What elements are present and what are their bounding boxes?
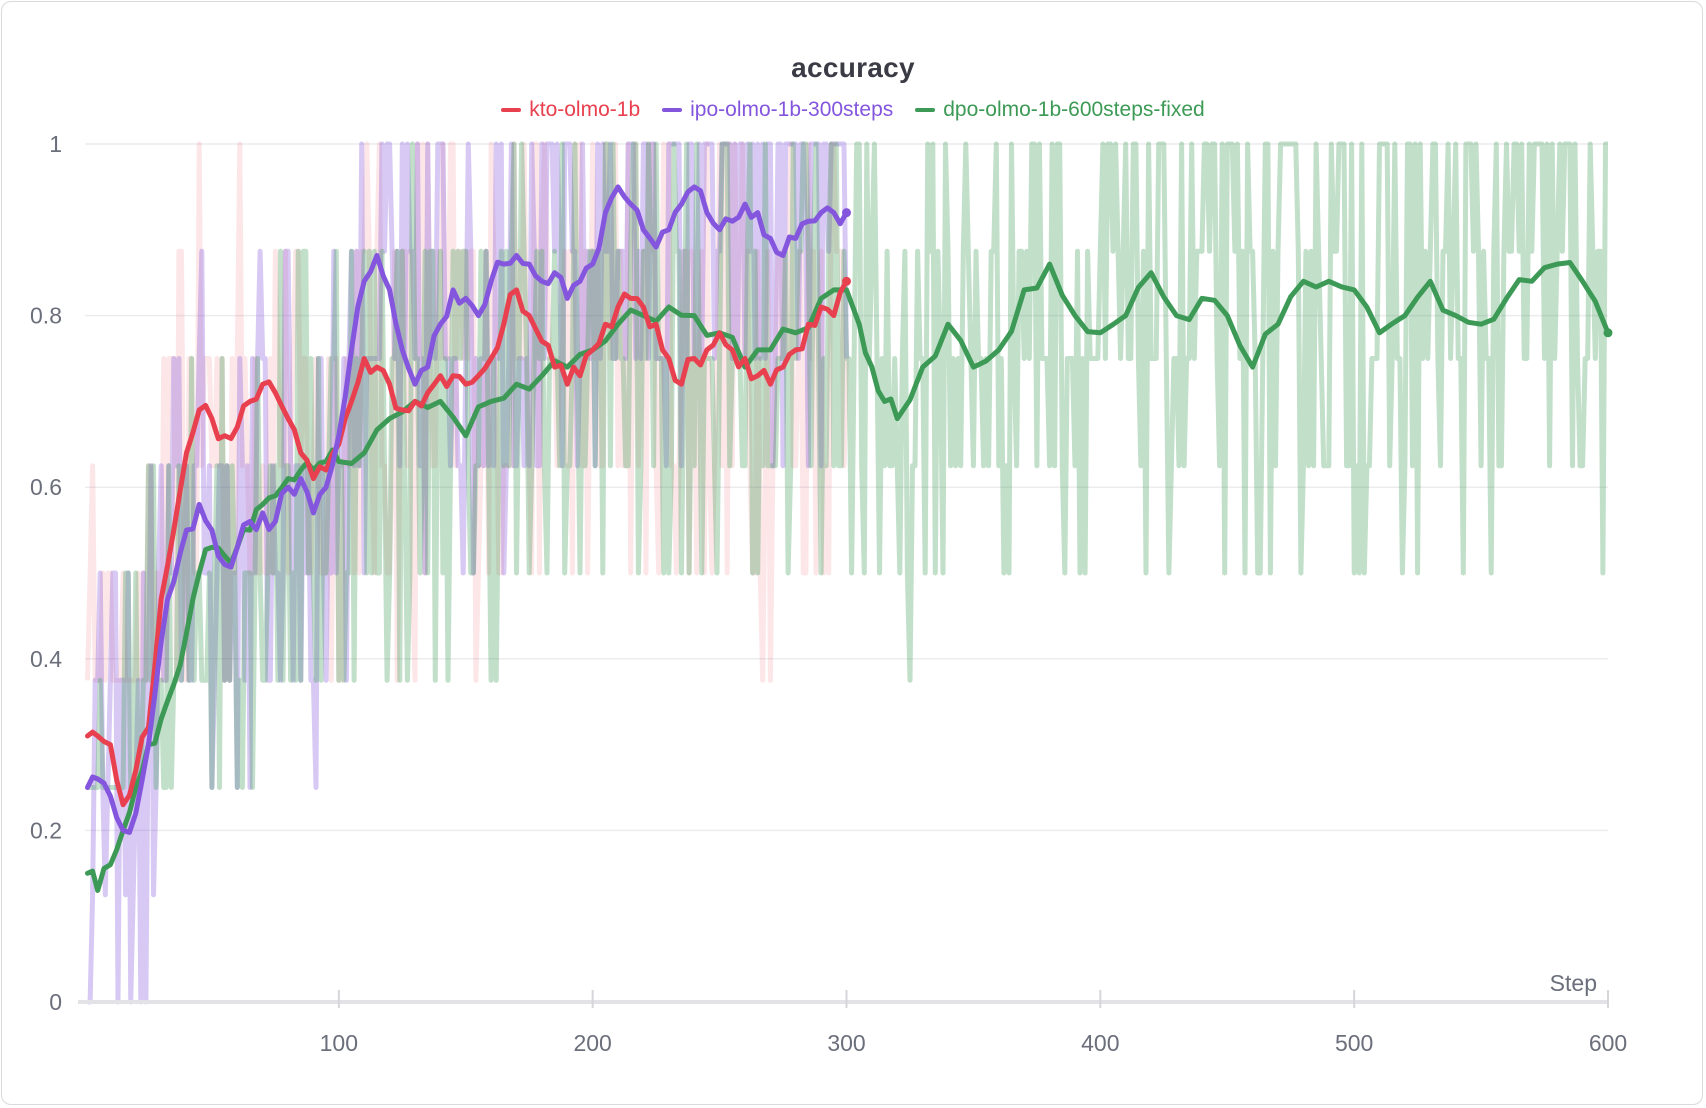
x-tick-label: 200 — [573, 1030, 611, 1056]
raw-trace-0 — [85, 141, 849, 683]
x-axis-label: Step — [1550, 970, 1597, 996]
chart-title: accuracy — [791, 52, 915, 83]
y-tick-label: 0.2 — [30, 817, 62, 843]
axes-layer: 0 0.2 0.4 0.6 0.8 1 100 200 300 400 500 600 Step — [30, 131, 1627, 1056]
y-tick-label: 0.4 — [30, 646, 62, 672]
y-tick-label: 1 — [49, 131, 62, 157]
raw-trace-1 — [87, 141, 849, 1005]
y-tick-label: 0 — [49, 989, 62, 1015]
smoothed-series-layer — [85, 184, 1613, 893]
legend-label-dpo: dpo-olmo-1b-600steps-fixed — [943, 98, 1205, 121]
y-tick-label: 0.6 — [30, 474, 62, 500]
x-tick-label: 100 — [320, 1030, 358, 1056]
smoothed-line-0 — [85, 278, 849, 808]
legend-swatch-dpo — [915, 108, 936, 112]
raw-series-layer — [85, 141, 1608, 1005]
smoothed-line-1 — [85, 184, 849, 835]
raw-trace-2 — [87, 141, 1608, 790]
legend-label-kto: kto-olmo-1b — [529, 98, 641, 121]
legend-swatch-ipo — [662, 108, 683, 112]
grid-lines — [85, 143, 1608, 832]
x-tick-label: 300 — [827, 1030, 865, 1056]
legend-swatch-kto — [501, 108, 522, 112]
legend-item-dpo[interactable]: dpo-olmo-1b-600steps-fixed — [915, 98, 1205, 122]
y-tick-label: 0.8 — [30, 303, 62, 329]
legend-label-ipo: ipo-olmo-1b-300steps — [690, 98, 894, 121]
end-point-0 — [842, 276, 851, 286]
end-point-1 — [842, 208, 851, 218]
x-tick-label: 600 — [1589, 1030, 1627, 1056]
end-point-2 — [1603, 328, 1613, 338]
legend-item-ipo[interactable]: ipo-olmo-1b-300steps — [662, 98, 893, 122]
legend-item-kto[interactable]: kto-olmo-1b — [501, 98, 640, 122]
x-tick-label: 400 — [1081, 1030, 1119, 1056]
x-tick-label: 500 — [1335, 1030, 1373, 1056]
chart-legend: kto-olmo-1b ipo-olmo-1b-300steps dpo-olm… — [0, 98, 1706, 122]
